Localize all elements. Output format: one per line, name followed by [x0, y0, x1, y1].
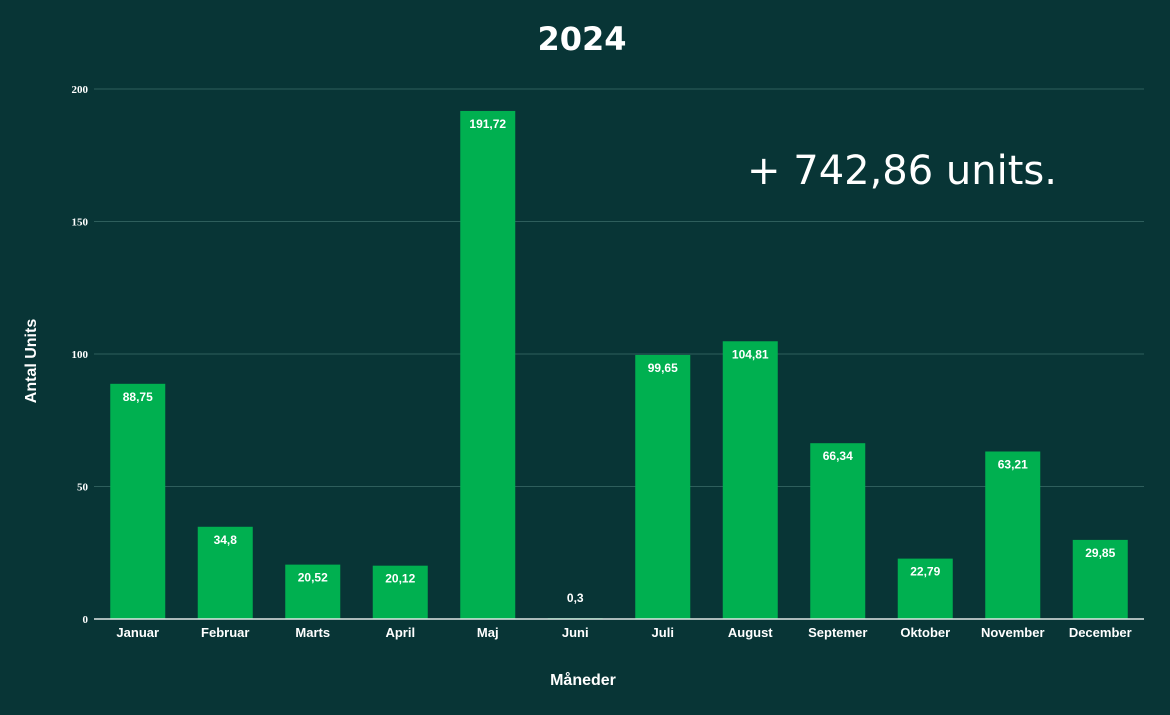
x-tick-label: Juni	[562, 625, 589, 640]
bar-februar	[197, 526, 253, 619]
bar-januar	[110, 383, 166, 619]
bar-juli	[635, 354, 691, 619]
data-label: 34,8	[214, 533, 238, 547]
y-tick-label: 200	[72, 84, 89, 96]
data-label: 66,34	[823, 449, 853, 463]
x-axis-ticks: Januar Februar Marts April Maj Juni Juli August…	[116, 625, 1131, 640]
data-label: 29,85	[1085, 546, 1115, 560]
x-tick-label: Maj	[477, 625, 499, 640]
gridlines	[94, 88, 1144, 487]
data-label: 104,81	[732, 347, 769, 361]
total-annotation: + 742,86 units.	[747, 148, 1057, 194]
bar-august	[722, 341, 778, 619]
x-axis-title: Måneder	[550, 671, 616, 689]
y-axis-ticks: 0 50 100 150 200	[72, 84, 89, 626]
x-tick-label: November	[981, 625, 1045, 640]
x-tick-label: April	[385, 625, 415, 640]
data-label: 63,21	[998, 457, 1028, 471]
x-tick-label: Septemer	[808, 625, 867, 640]
data-label: 191,72	[469, 117, 506, 131]
bar-december	[1072, 539, 1128, 619]
x-tick-label: Januar	[116, 625, 159, 640]
y-tick-label: 0	[83, 614, 89, 626]
data-label: 0,3	[567, 591, 584, 605]
chart-title: 2024	[537, 20, 626, 58]
bar-marts	[285, 564, 341, 619]
x-tick-label: December	[1069, 625, 1132, 640]
x-tick-label: Oktober	[900, 625, 950, 640]
bar-april	[372, 565, 428, 619]
data-label: 88,75	[123, 390, 153, 404]
bars	[110, 110, 1128, 619]
data-label: 20,52	[298, 571, 328, 585]
data-labels: 88,75 34,8 20,52 20,12 191,72 0,3 99,65 104,81 6…	[123, 117, 1116, 605]
data-label: 20,12	[385, 572, 415, 586]
bar-maj	[460, 110, 516, 619]
bar-septemer	[810, 443, 866, 619]
x-tick-label: Juli	[652, 625, 674, 640]
y-tick-label: 150	[72, 217, 89, 229]
x-tick-label: Februar	[201, 625, 249, 640]
bar-november	[985, 451, 1041, 619]
x-tick-label: Marts	[295, 625, 330, 640]
bar-oktober	[897, 558, 953, 619]
data-label: 22,79	[910, 565, 940, 579]
y-tick-label: 100	[72, 349, 89, 361]
y-tick-label: 50	[77, 482, 89, 494]
x-tick-label: August	[728, 625, 773, 640]
data-label: 99,65	[648, 361, 678, 375]
y-axis-title: Antal Units	[23, 319, 40, 404]
